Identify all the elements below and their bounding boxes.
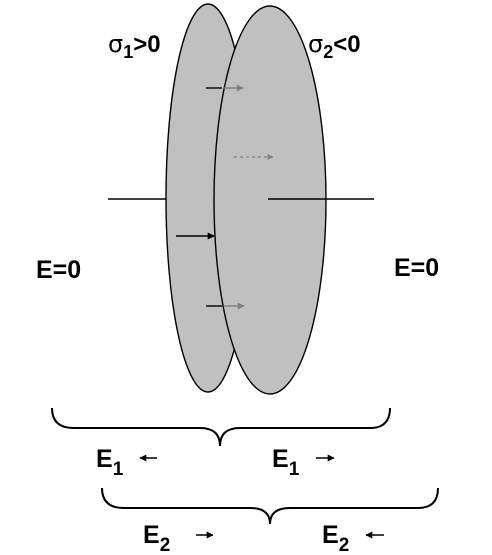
field-label-right: E=0 [394, 254, 439, 282]
plate-sigma2 [213, 5, 327, 395]
e2-label-right: E2 [322, 521, 349, 555]
field-label-left: E=0 [36, 256, 81, 284]
e1-label-right: E1 [272, 445, 300, 480]
e2-label-left: E2 [143, 521, 170, 555]
brace-e1 [51, 407, 391, 447]
brace-e2 [101, 487, 439, 525]
sigma2-label: σ2<0 [308, 30, 361, 62]
e1-label-left: E1 [96, 445, 124, 480]
sigma1-label: σ1>0 [108, 30, 161, 62]
